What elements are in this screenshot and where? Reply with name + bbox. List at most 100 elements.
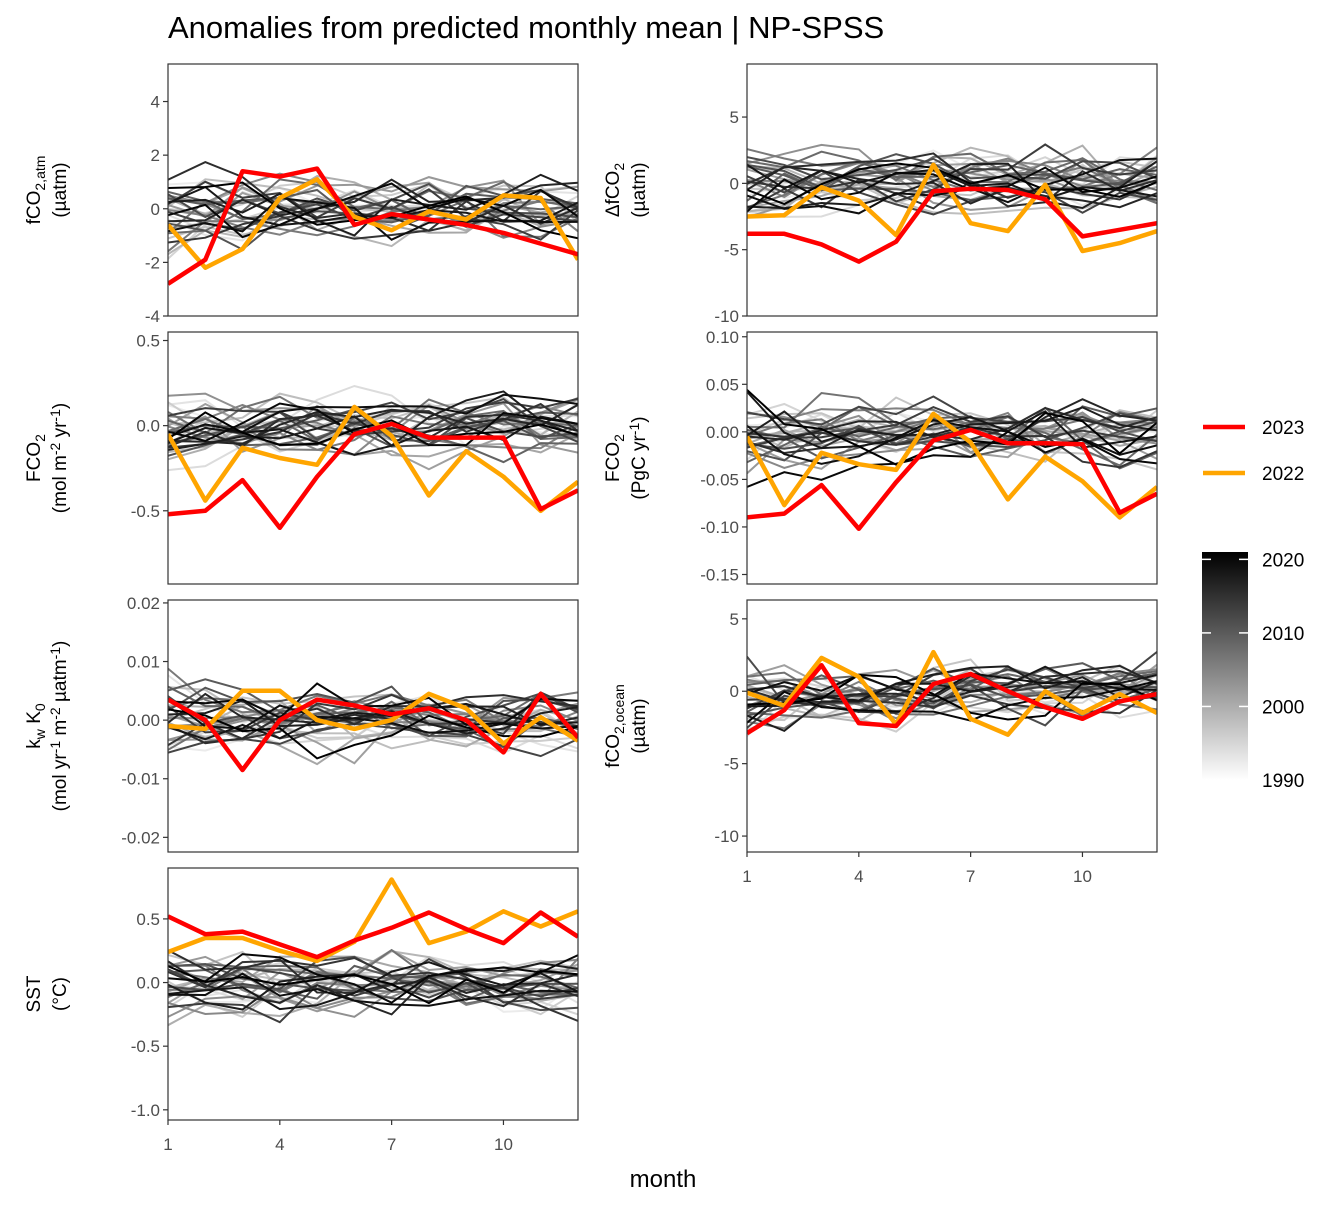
year-line <box>168 949 578 1008</box>
x-tick-label: 7 <box>966 867 975 886</box>
panel-frame <box>746 599 1158 853</box>
year-line <box>747 391 1157 450</box>
year-line <box>168 693 578 747</box>
y-tick-label: 0.00 <box>706 423 739 442</box>
x-tick-label: 4 <box>854 867 863 886</box>
y-tick-label: -1.0 <box>131 1101 160 1120</box>
year-line <box>747 153 1157 189</box>
year-line <box>168 182 578 239</box>
year-line <box>168 958 578 1016</box>
y-tick-label: 0.02 <box>127 594 160 613</box>
y-axis-label: fCO2,ocean <box>603 684 627 768</box>
year-line <box>168 961 578 1011</box>
year-line <box>747 163 1157 200</box>
year-line <box>168 965 578 1005</box>
colorbar-label: 2010 <box>1262 624 1304 645</box>
y-tick-label: -0.05 <box>700 470 739 489</box>
y-axis-label: SST <box>24 975 45 1012</box>
series-line-2023 <box>168 166 578 286</box>
y-tick-label: -2 <box>145 253 160 272</box>
year-line <box>747 152 1157 208</box>
year-line <box>747 395 1157 433</box>
panel-frame <box>746 331 1158 585</box>
series-line-2023 <box>168 691 578 773</box>
y-tick-label: 0.5 <box>136 910 160 929</box>
year-line <box>168 419 578 457</box>
year-line <box>168 393 578 438</box>
year-line <box>168 972 578 1013</box>
series-line-2023 <box>747 662 1157 736</box>
series-line-2022 <box>747 411 1157 520</box>
year-line <box>168 415 578 456</box>
background-year-lines <box>747 143 1157 219</box>
series-line-2022 <box>747 162 1157 254</box>
y-tick-label: -0.10 <box>700 518 739 537</box>
panel-frame <box>167 63 579 317</box>
year-line <box>168 180 578 241</box>
y-tick-label: -0.5 <box>131 502 160 521</box>
y-tick-label: 4 <box>151 93 160 112</box>
y-tick-label: 0 <box>730 174 739 193</box>
y-tick-label: 0 <box>730 682 739 701</box>
y-axis-label: FCO2 <box>603 434 627 482</box>
y-axis-label: FCO2 <box>24 434 48 482</box>
y-tick-label: -10 <box>714 827 739 846</box>
x-tick-label: 7 <box>387 1135 396 1154</box>
year-line <box>747 664 1157 703</box>
series-line-2023 <box>747 186 1157 264</box>
y-axis-label: (µatm) <box>629 698 650 753</box>
y-tick-label: -5 <box>724 241 739 260</box>
series-line-2022 <box>168 404 578 514</box>
year-line <box>168 956 578 1022</box>
y-tick-label: 5 <box>730 108 739 127</box>
y-axis-label: (PgC yr-1) <box>626 416 650 499</box>
colorbar-label: 1990 <box>1262 771 1304 792</box>
year-line <box>168 178 578 235</box>
legend-item-2023: 2023 <box>1203 418 1304 439</box>
x-tick-label: 4 <box>275 1135 284 1154</box>
year-line <box>168 197 578 256</box>
y-tick-label: 5 <box>730 610 739 629</box>
year-line <box>747 673 1157 721</box>
year-line <box>747 662 1157 713</box>
y-tick-label: 0.10 <box>706 328 739 347</box>
year-line <box>747 160 1157 210</box>
panel-frame <box>167 331 579 585</box>
panel-frame <box>746 63 1158 317</box>
y-tick-label: -10 <box>714 307 739 326</box>
year-line <box>168 402 578 449</box>
year-line <box>747 405 1157 460</box>
year-line <box>168 411 578 447</box>
y-tick-label: 0.05 <box>706 375 739 394</box>
x-tick-label: 10 <box>494 1135 513 1154</box>
y-tick-label: -0.15 <box>700 565 739 584</box>
y-tick-label: 0.0 <box>136 974 160 993</box>
panel-fco2atm: -4 -2 0 2 4 fCO2,atm (µatm) <box>24 63 579 326</box>
colorbar-label: 2020 <box>1262 550 1304 571</box>
background-year-lines <box>168 948 578 1027</box>
legend-item-2022: 2022 <box>1203 464 1304 485</box>
y-axis-label: (µatm) <box>629 162 650 217</box>
year-line <box>747 398 1157 446</box>
x-tick-label: 1 <box>163 1135 172 1154</box>
legend-label: 2022 <box>1262 464 1304 485</box>
year-line <box>747 665 1157 733</box>
panel-fco2ocean: -10 -5 0 5 1 4 7 10 fCO2,ocean (µatm) <box>603 599 1158 886</box>
x-axis-label: month <box>630 1166 697 1193</box>
year-line <box>168 176 578 218</box>
y-tick-label: -0.01 <box>121 770 160 789</box>
series-line-2023 <box>168 910 578 960</box>
colorbar <box>1202 552 1248 780</box>
year-line <box>168 692 578 727</box>
y-axis-label: fCO2,atm <box>24 156 48 225</box>
series-line-2023 <box>168 421 578 531</box>
y-axis-label: ΔfCO2 <box>603 163 627 217</box>
year-line <box>747 162 1157 206</box>
panel-sst: -1.0 -0.5 0.0 0.5 1 4 7 10 SST (°C) <box>24 867 579 1154</box>
panel-fco2pgc: -0.15 -0.10 -0.05 0.00 0.05 0.10 FCO2 (PgC yr-1… <box>603 328 1158 585</box>
year-line <box>168 161 578 232</box>
y-tick-label: -0.02 <box>121 828 160 847</box>
legend-label: 2023 <box>1262 418 1304 439</box>
